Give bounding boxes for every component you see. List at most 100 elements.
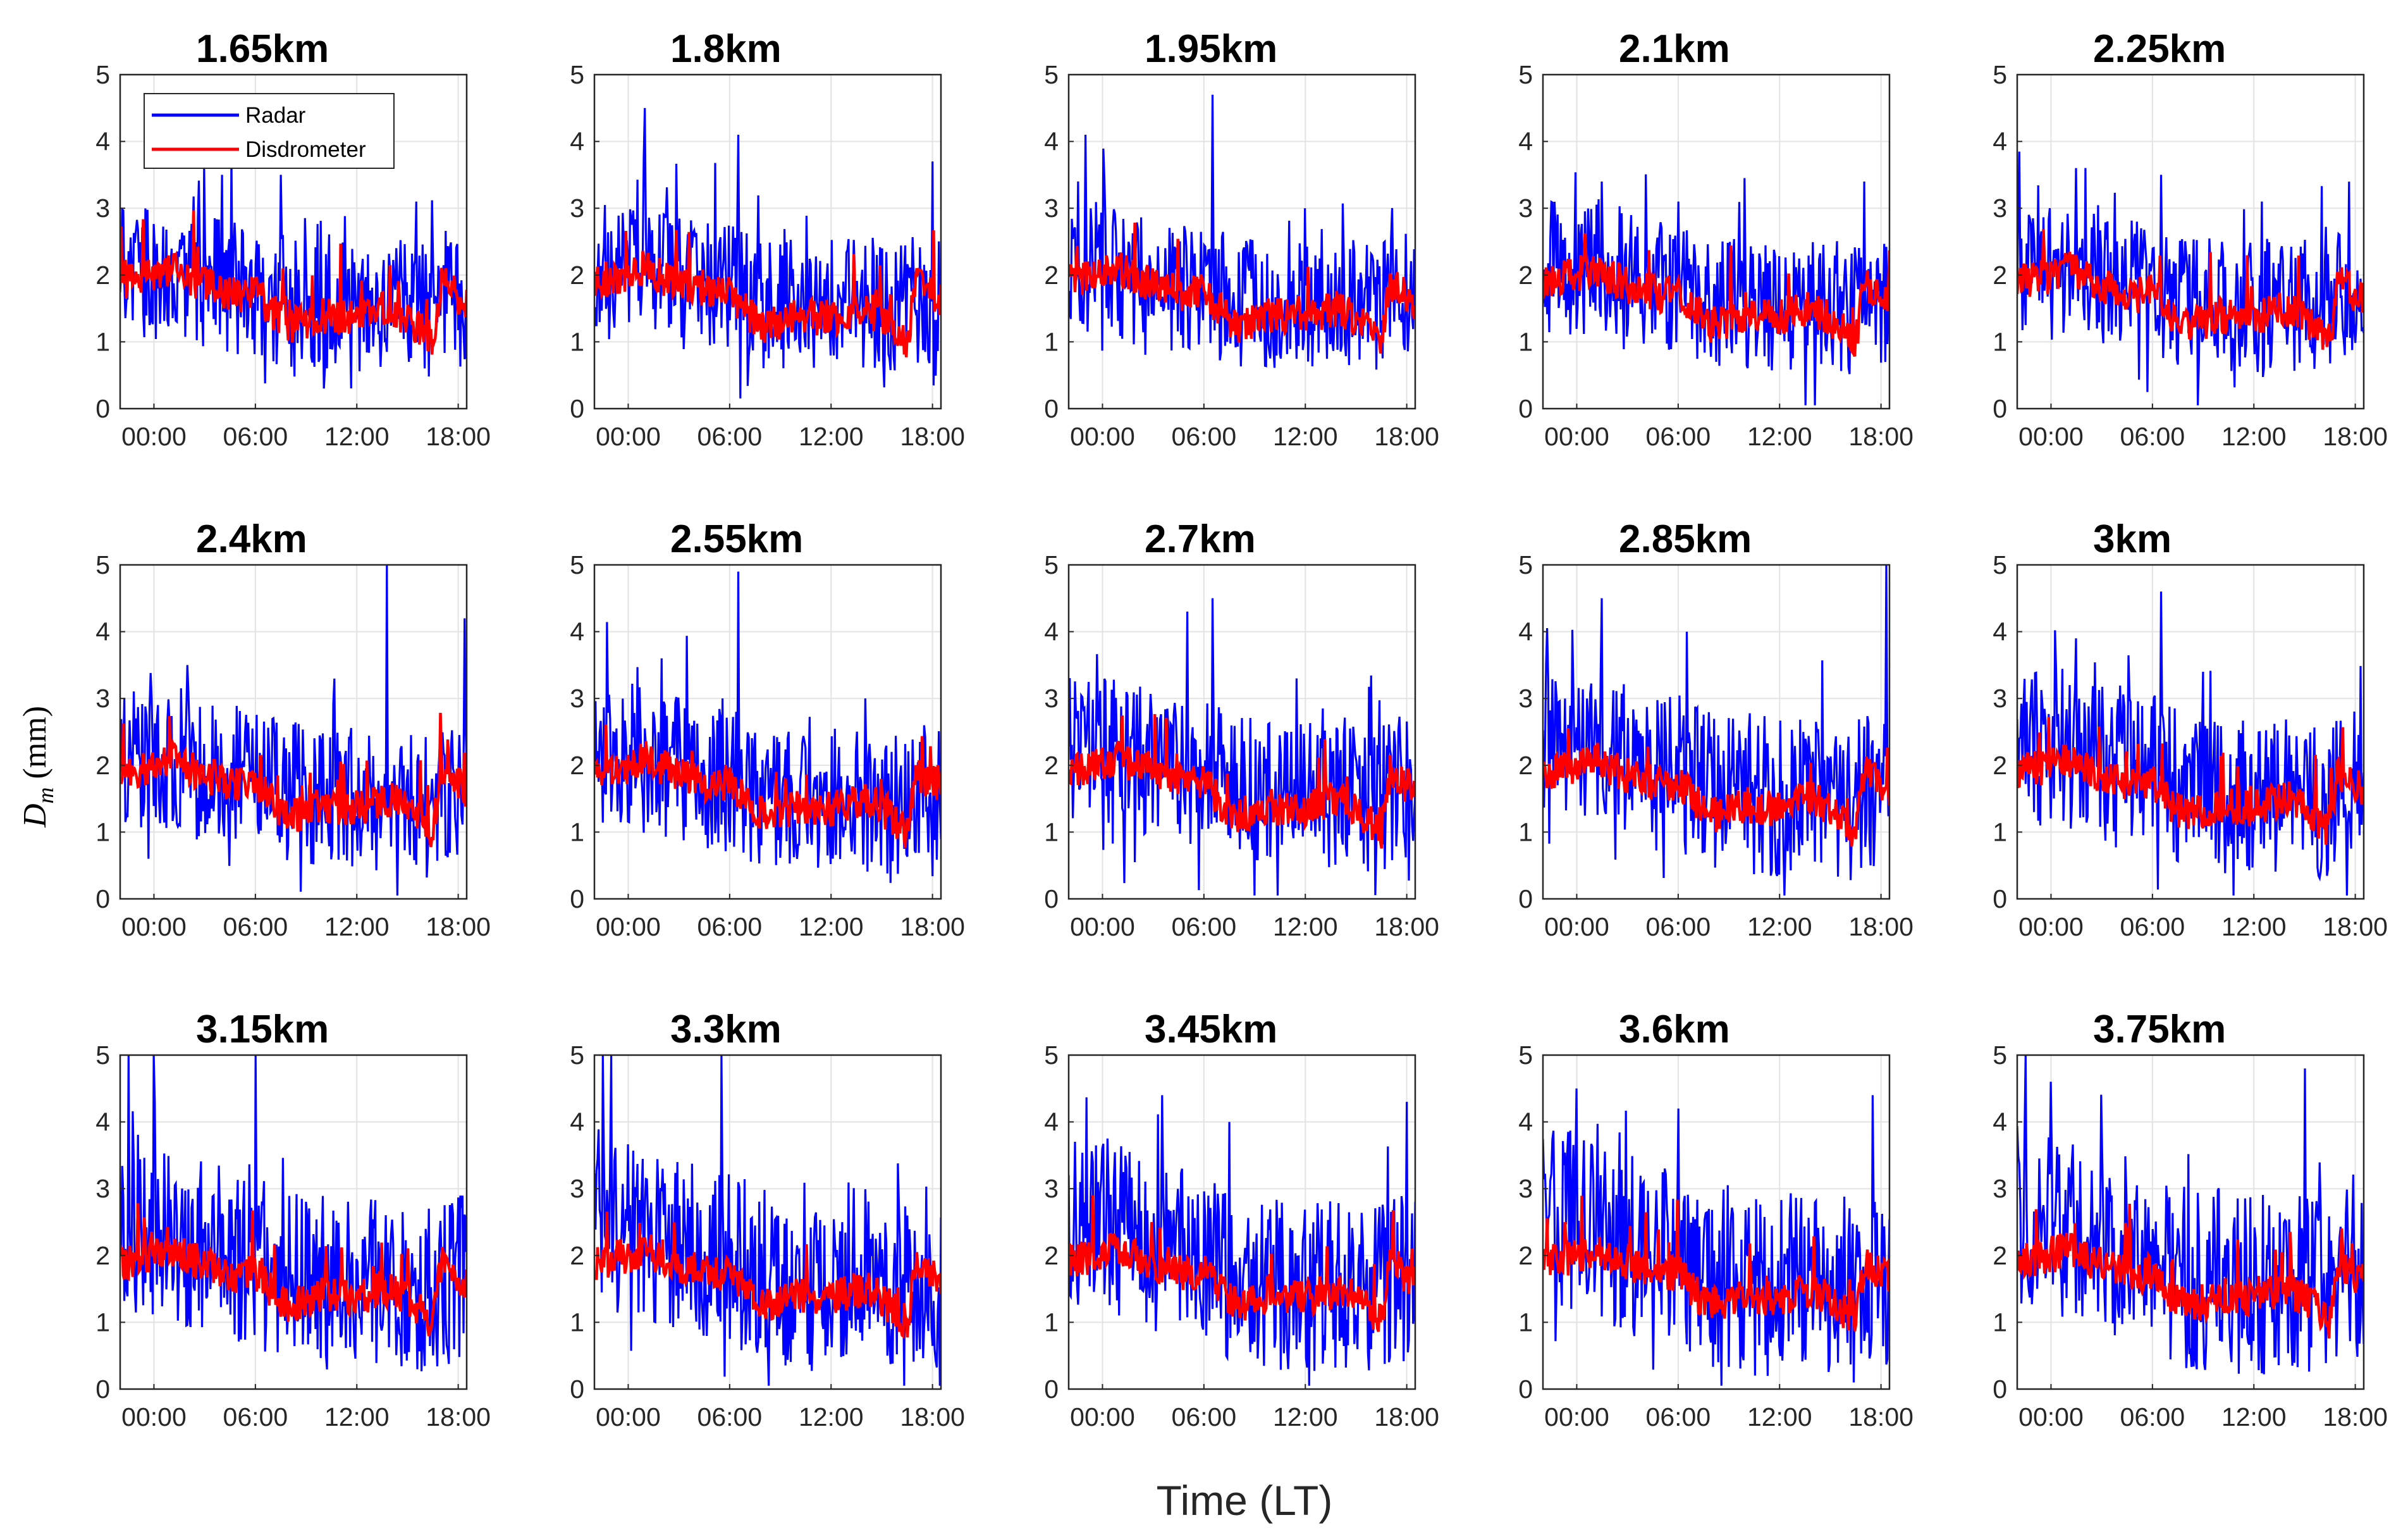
y-tick-label: 2 [1993, 1241, 2007, 1270]
panel-3.15km: 0 1 2 3 4 5 00:00 06:00 12:00 18:00 3.15km [95, 1008, 491, 1431]
y-tick-label: 4 [95, 617, 110, 646]
y-tick-label: 0 [95, 884, 110, 913]
x-tick-label: 06:00 [2120, 912, 2185, 941]
x-tick-label: 12:00 [1747, 422, 1812, 451]
x-tick-label: 06:00 [2120, 422, 2185, 451]
y-tick-label: 5 [95, 60, 110, 89]
panel-3.6km: 0 1 2 3 4 5 00:00 06:00 12:00 18:00 3.6km [1518, 1008, 1914, 1431]
y-tick-label: 3 [1044, 194, 1059, 223]
axes-box [1067, 1054, 1416, 1390]
x-tick-label: 18:00 [2323, 422, 2388, 451]
series-disdrometer-line [1069, 1195, 1415, 1332]
x-tick-label: 06:00 [223, 912, 288, 941]
y-tick-label: 2 [1044, 1241, 1059, 1270]
y-tick-label: 1 [1993, 1307, 2007, 1337]
x-tick-label: 06:00 [697, 422, 763, 451]
y-tick-label: 0 [1993, 1375, 2007, 1404]
panel-title: 2.1km [1619, 27, 1730, 71]
y-tick-label: 3 [95, 1174, 110, 1203]
y-tick-label: 3 [570, 194, 584, 223]
series-disdrometer-line [1543, 1196, 1889, 1332]
panel-title: 1.95km [1145, 27, 1277, 71]
x-tick-label: 12:00 [2221, 912, 2287, 941]
series-radar-line [1069, 1095, 1415, 1386]
x-tick-label: 00:00 [121, 912, 187, 941]
y-tick-label: 5 [1044, 60, 1059, 89]
x-tick-label: 12:00 [324, 912, 390, 941]
series-disdrometer-line [594, 724, 941, 848]
x-tick-label: 18:00 [426, 912, 491, 941]
x-tick-label: 06:00 [223, 1402, 288, 1431]
x-tick-label: 18:00 [1374, 912, 1439, 941]
x-axis-label: Time (LT) [1157, 1477, 1333, 1524]
x-tick-label: 12:00 [1273, 912, 1338, 941]
panel-2.7km: 0 1 2 3 4 5 00:00 06:00 12:00 18:00 2.7km [1044, 517, 1439, 941]
y-tick-label: 3 [1993, 684, 2007, 713]
series-disdrometer-line [1543, 233, 1889, 357]
y-tick-label: 1 [570, 327, 584, 356]
panel-title: 2.4km [196, 517, 307, 561]
series-disdrometer-line [1543, 728, 1889, 847]
x-tick-label: 00:00 [1544, 912, 1609, 941]
y-tick-label: 1 [1044, 1307, 1059, 1337]
y-tick-label: 5 [1044, 1041, 1059, 1070]
y-tick-label: 4 [1993, 127, 2007, 156]
x-tick-label: 06:00 [1646, 912, 1711, 941]
x-tick-label: 12:00 [2221, 1402, 2287, 1431]
y-tick-label: 5 [570, 60, 584, 89]
x-tick-label: 00:00 [596, 1402, 661, 1431]
series-disdrometer-line [120, 210, 467, 355]
series-disdrometer-line [2017, 717, 2364, 845]
y-tick-label: 0 [570, 884, 584, 913]
series-disdrometer-line [2017, 229, 2364, 350]
y-tick-label: 3 [1518, 194, 1533, 223]
y-tick-label: 0 [95, 1375, 110, 1404]
y-tick-label: 4 [570, 1108, 584, 1137]
x-tick-label: 06:00 [697, 912, 763, 941]
y-tick-label: 3 [1044, 1174, 1059, 1203]
panel-2.55km: 0 1 2 3 4 5 00:00 06:00 12:00 18:00 2.55km [570, 517, 965, 941]
series-radar-line [1543, 172, 1889, 405]
y-axis-label-symbol: D [17, 803, 53, 828]
x-tick-label: 06:00 [697, 1402, 763, 1431]
panel-1.65km: 0 1 2 3 4 5 00:00 06:00 12:00 18:00 1.65km Radar Dis… [95, 27, 491, 451]
y-tick-label: 0 [1518, 1375, 1533, 1404]
axes-box [2016, 1054, 2365, 1390]
x-tick-label: 00:00 [1544, 1402, 1609, 1431]
y-tick-label: 3 [1518, 1174, 1533, 1203]
y-tick-label: 5 [1518, 1041, 1533, 1070]
panel-2.4km: 0 1 2 3 4 5 00:00 06:00 12:00 18:00 2.4km [95, 517, 491, 941]
y-tick-label: 4 [1518, 1108, 1533, 1137]
y-tick-label: 4 [1044, 1108, 1059, 1137]
y-tick-label: 3 [1518, 684, 1533, 713]
y-tick-label: 0 [1044, 1375, 1059, 1404]
panel-title: 3.45km [1145, 1008, 1277, 1051]
panel-3.45km: 0 1 2 3 4 5 00:00 06:00 12:00 18:00 3.45km [1044, 1008, 1439, 1431]
x-tick-label: 00:00 [121, 1402, 187, 1431]
y-tick-label: 2 [1518, 1241, 1533, 1270]
x-tick-label: 00:00 [596, 912, 661, 941]
x-tick-label: 12:00 [799, 422, 864, 451]
x-tick-label: 18:00 [1848, 1402, 1914, 1431]
y-axis-label: Dm (mm) [17, 706, 58, 828]
y-tick-label: 3 [1993, 1174, 2007, 1203]
panel-2.85km: 0 1 2 3 4 5 00:00 06:00 12:00 18:00 2.85km [1518, 517, 1914, 941]
plot-area [594, 565, 941, 899]
x-tick-label: 18:00 [426, 1402, 491, 1431]
axes-box [593, 564, 942, 900]
series-disdrometer-line [120, 712, 467, 848]
x-tick-label: 00:00 [2018, 1402, 2084, 1431]
x-tick-label: 00:00 [1544, 422, 1609, 451]
panel-title: 2.25km [2093, 27, 2226, 71]
y-tick-label: 1 [570, 817, 584, 846]
panel-2.1km: 0 1 2 3 4 5 00:00 06:00 12:00 18:00 2.1km [1518, 27, 1914, 451]
x-tick-label: 18:00 [1848, 422, 1914, 451]
axes-box [1542, 564, 1891, 900]
y-tick-label: 5 [1518, 60, 1533, 89]
panel-3km: 0 1 2 3 4 5 00:00 06:00 12:00 18:00 3km [1993, 517, 2388, 941]
x-tick-label: 00:00 [1070, 422, 1135, 451]
panel-3.75km: 0 1 2 3 4 5 00:00 06:00 12:00 18:00 3.75km [1993, 1008, 2388, 1431]
series-disdrometer-line [594, 1211, 941, 1339]
series-disdrometer-line [2017, 1203, 2364, 1339]
panel-title: 3km [2093, 517, 2172, 561]
